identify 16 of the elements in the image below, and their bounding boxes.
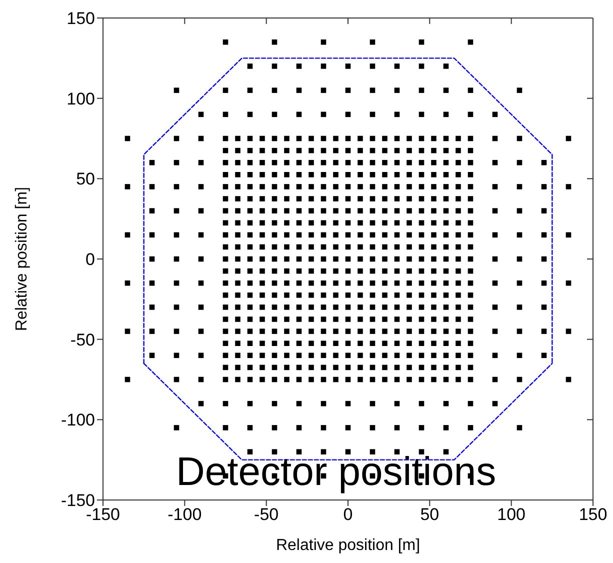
x-tick-label: 50: [420, 505, 440, 524]
y-tick-label: 0: [86, 250, 95, 270]
x-tick-label: -50: [254, 505, 279, 524]
x-tick-label: 100: [497, 505, 526, 524]
y-tick-label: -50: [70, 330, 95, 350]
y-tick-label: 100: [66, 89, 95, 108]
y-axis-title: Relative position [m]: [14, 186, 30, 332]
y-tick-label: -100: [60, 410, 95, 430]
annotation: Detector positions: [176, 450, 496, 495]
y-tick-label: -150: [60, 491, 95, 510]
x-tick-label: 0: [343, 505, 353, 524]
y-tick-label: 50: [76, 170, 95, 189]
x-tick-label: -100: [168, 505, 202, 524]
y-tick-label: 150: [66, 9, 95, 28]
x-tick-label: 150: [578, 505, 608, 524]
x-axis-title: Relative position [m]: [276, 537, 420, 554]
